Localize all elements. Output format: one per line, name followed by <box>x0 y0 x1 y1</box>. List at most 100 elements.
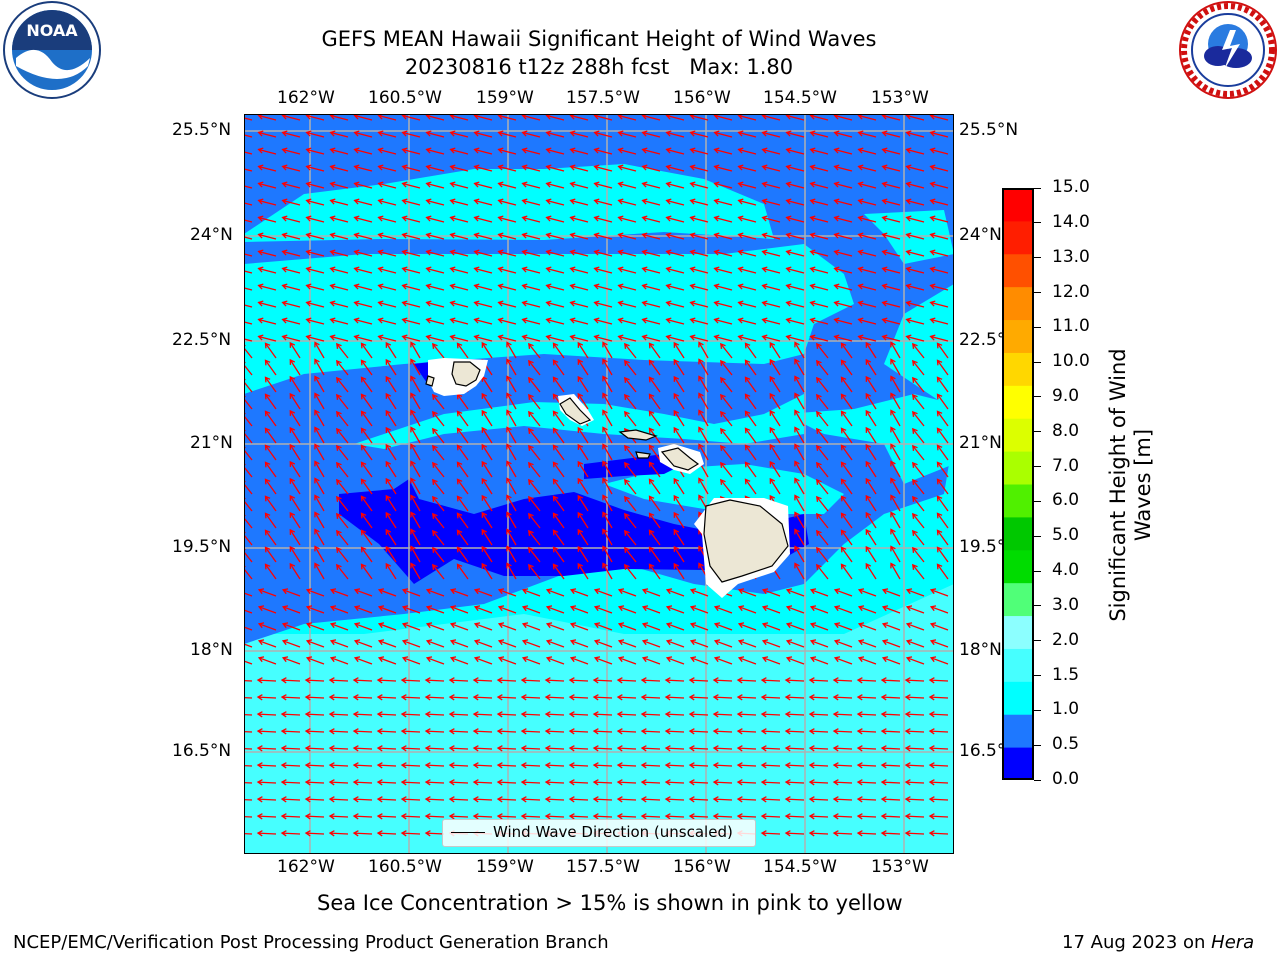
wind-arrow <box>545 232 565 240</box>
wind-arrow <box>641 198 661 206</box>
wind-arrow <box>521 639 541 648</box>
wind-arrow <box>257 198 277 206</box>
wind-arrow <box>905 147 925 155</box>
wind-arrow <box>336 427 349 444</box>
wind-arrow <box>880 728 901 735</box>
lat-label-right: 18°N <box>959 640 1002 660</box>
wind-arrow <box>648 444 661 461</box>
wind-arrow <box>760 779 781 786</box>
wind-arrow <box>473 588 493 597</box>
wind-arrow <box>281 588 301 597</box>
wind-arrow <box>544 745 565 752</box>
wind-arrow <box>936 427 949 444</box>
wind-arrow <box>784 796 805 803</box>
wind-arrow <box>769 392 781 410</box>
wind-arrow <box>794 392 805 410</box>
wind-arrow <box>912 427 925 444</box>
wind-arrow <box>329 300 349 308</box>
wind-arrow <box>808 762 829 769</box>
wind-arrow <box>329 232 349 240</box>
wind-arrow <box>506 426 517 444</box>
wind-arrow <box>385 341 397 359</box>
wind-arrow <box>449 300 469 308</box>
wind-arrow <box>641 232 661 240</box>
wind-arrow <box>865 392 877 410</box>
wind-arrow <box>400 745 421 752</box>
wind-arrow <box>720 376 733 393</box>
wind-arrow <box>929 249 949 257</box>
wind-arrow <box>329 622 349 631</box>
wind-arrow <box>784 711 805 718</box>
wind-arrow <box>761 639 781 648</box>
wind-arrow <box>281 249 301 257</box>
wind-arrow <box>552 495 565 512</box>
wind-arrow <box>794 358 805 376</box>
hawaiian-islands <box>425 358 790 598</box>
wind-arrow <box>794 528 805 546</box>
wind-arrow <box>602 409 613 427</box>
wind-arrow <box>832 745 853 752</box>
wind-arrow <box>472 762 493 769</box>
wind-arrow <box>912 359 925 376</box>
wind-arrow <box>929 181 949 189</box>
wind-arrow <box>473 215 493 223</box>
wind-arrow <box>737 215 757 223</box>
wind-arrow <box>641 164 661 172</box>
wind-arrow <box>736 813 757 820</box>
wind-arrow <box>497 300 517 308</box>
wind-arrow <box>528 427 541 444</box>
wind-arrow <box>641 588 661 597</box>
wind-arrow <box>481 511 493 529</box>
wind-arrow <box>890 375 901 393</box>
wind-arrow <box>673 426 685 444</box>
wind-arrow <box>624 546 637 563</box>
colorbar-segment <box>1002 681 1034 715</box>
wind-arrow <box>808 779 829 786</box>
wind-arrow <box>257 130 277 138</box>
wind-arrow <box>289 358 301 376</box>
wind-arrow <box>648 529 661 546</box>
wind-arrow <box>305 147 325 155</box>
lat-label-left: 25.5°N <box>172 120 232 140</box>
wind-arrow <box>905 215 925 223</box>
big-island <box>703 499 789 583</box>
wind-arrow <box>456 342 469 359</box>
wind-arrow <box>809 232 829 240</box>
wind-arrow <box>577 375 589 393</box>
wind-arrow <box>840 478 853 495</box>
wind-arrow <box>448 677 469 684</box>
wind-arrow <box>640 728 661 735</box>
wind-arrow <box>688 677 709 684</box>
wind-arrow <box>544 813 565 820</box>
wind-arrow <box>521 232 541 240</box>
wind-arrow <box>816 478 829 495</box>
colorbar-tick-label: 5.0 <box>1052 525 1080 546</box>
wind-arrow <box>353 622 373 631</box>
wind-arrow <box>648 512 661 529</box>
wind-arrow <box>544 762 565 769</box>
wind-arrow <box>928 796 949 803</box>
wind-arrow <box>816 444 829 461</box>
wind-arrow <box>280 830 301 837</box>
wind-arrow <box>424 830 445 837</box>
chart-subtitle: 20230816 t12z 288h fcst Max: 1.80 <box>404 55 794 79</box>
wind-arrow <box>794 426 805 444</box>
wind-arrow <box>521 300 541 308</box>
wind-arrow <box>761 249 781 257</box>
wind-arrow <box>410 375 421 393</box>
wind-arrow <box>410 511 421 529</box>
wind-arrow <box>289 375 301 393</box>
wind-arrow <box>425 198 445 206</box>
wind-arrow <box>665 164 685 172</box>
wind-arrow <box>400 694 421 701</box>
wind-arrow <box>544 677 565 684</box>
wind-arrow <box>448 745 469 752</box>
wind-arrow <box>641 181 661 189</box>
wind-arrow <box>592 762 613 769</box>
wind-arrow <box>856 711 877 718</box>
wind-arrow <box>528 393 541 410</box>
wind-arrow <box>256 711 277 718</box>
wind-arrow <box>617 266 637 274</box>
wind-arrow <box>528 444 541 461</box>
wind-arrow <box>424 796 445 803</box>
